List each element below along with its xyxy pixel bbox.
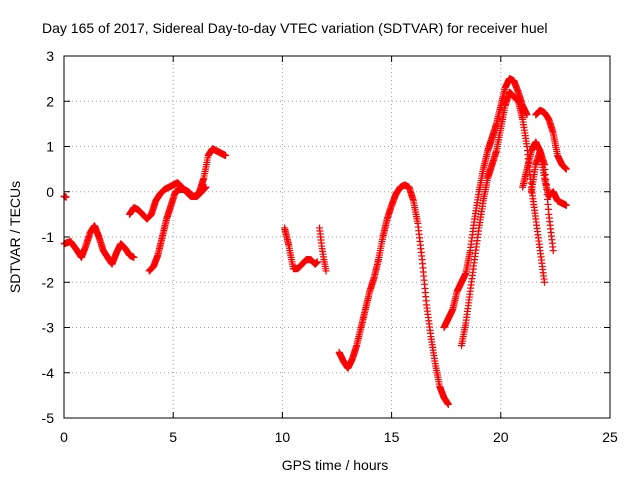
series-seg11 [532, 106, 570, 173]
series-seg4 [281, 224, 321, 273]
y-tick-label: 2 [46, 93, 54, 109]
data-point [313, 258, 321, 266]
y-tick-label: -3 [42, 320, 55, 336]
series-seg10 [527, 147, 557, 255]
data-point [222, 152, 230, 160]
data-point [130, 253, 138, 261]
series-seg0 [60, 192, 70, 201]
series-seg1 [60, 222, 138, 268]
data-point [562, 165, 570, 173]
y-tick-label: 0 [46, 184, 54, 200]
x-tick-label: 15 [384, 429, 400, 445]
axis-ticks: 0 5 10 15 20 25 -5 -4 -3 -2 -1 0 1 2 3 [42, 48, 618, 445]
y-tick-label: 1 [46, 139, 54, 155]
x-tick-label: 10 [275, 429, 291, 445]
y-axis-label: SDTVAR / TECUs [7, 181, 23, 293]
x-tick-label: 20 [493, 429, 509, 445]
data-point [444, 400, 452, 408]
y-tick-label: -4 [42, 365, 55, 381]
data-point [322, 267, 330, 275]
series-seg6 [335, 181, 452, 408]
data-points [60, 75, 570, 408]
chart-title: Day 165 of 2017, Sidereal Day-to-day VTE… [42, 20, 548, 36]
x-tick-label: 25 [602, 429, 618, 445]
series-seg5 [316, 224, 330, 275]
x-tick-label: 5 [169, 429, 177, 445]
y-tick-label: 3 [46, 48, 54, 64]
series-seg3 [145, 183, 210, 275]
series-seg12 [545, 188, 570, 209]
y-tick-label: -5 [42, 410, 55, 426]
x-tick-label: 0 [60, 429, 68, 445]
data-point [562, 201, 570, 209]
data-point [202, 183, 210, 191]
data-point [523, 111, 531, 119]
data-point [540, 278, 548, 286]
series-seg2 [126, 145, 230, 223]
x-axis-label: GPS time / hours [282, 457, 389, 473]
series-seg7 [440, 75, 531, 331]
data-point [549, 247, 557, 255]
y-tick-label: -2 [42, 274, 55, 290]
y-tick-label: -1 [42, 229, 55, 245]
